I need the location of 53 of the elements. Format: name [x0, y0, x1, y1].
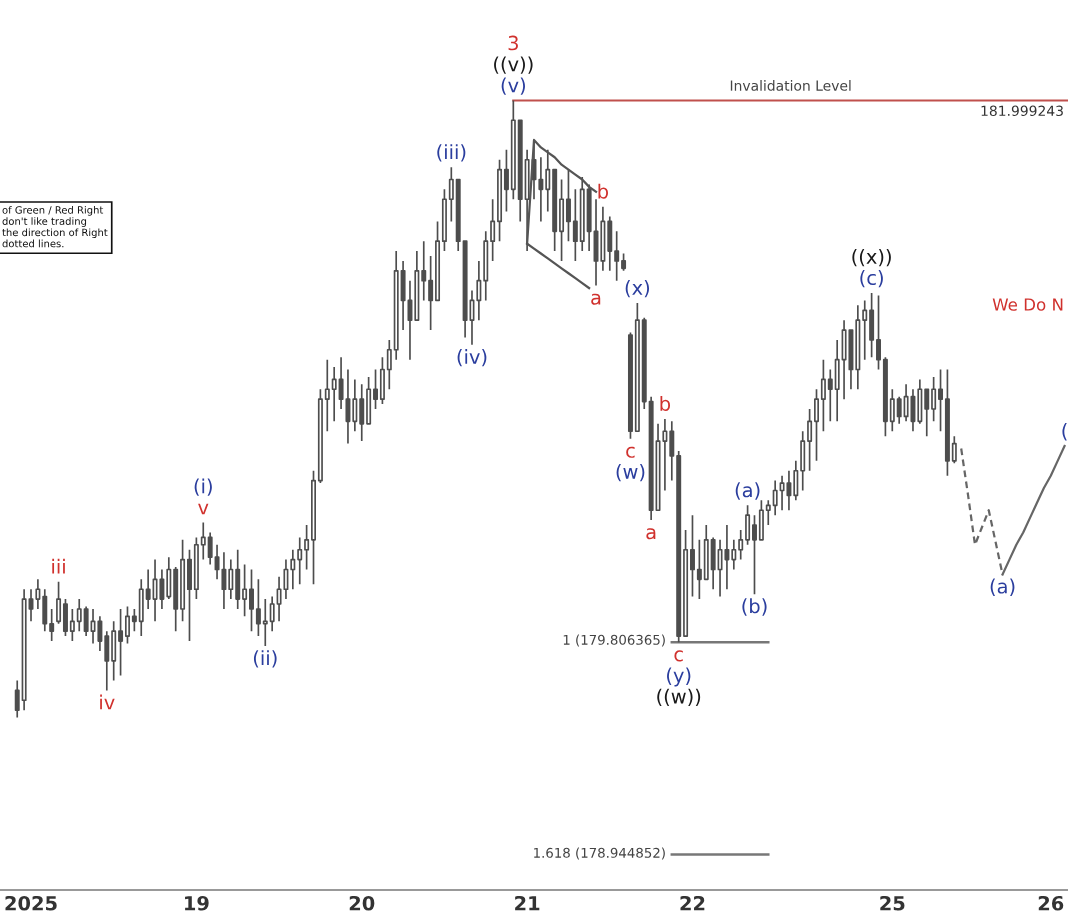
- x-tick-label: 22: [680, 895, 705, 911]
- candlestick: [903, 383, 909, 423]
- annotation: (a): [990, 578, 1015, 596]
- annotation: ((w)): [657, 688, 701, 707]
- annotation: We Do N: [992, 298, 1063, 311]
- annotation: b: [660, 395, 671, 411]
- annotation: (w): [616, 463, 645, 482]
- candlestick: [221, 551, 227, 610]
- x-tick-label: 20: [349, 895, 375, 911]
- annotation: (x): [625, 279, 650, 298]
- candlestick: [83, 605, 89, 637]
- annotation: v: [198, 503, 209, 515]
- candlestick: [76, 598, 82, 633]
- annotation: (: [1062, 423, 1067, 441]
- annotation: (v): [501, 77, 525, 95]
- annotation: c: [674, 650, 683, 662]
- annotation: ((v)): [494, 56, 533, 74]
- candlestick: [855, 304, 861, 391]
- annotation: (i): [194, 478, 212, 496]
- x-tick-label: 25: [880, 895, 905, 911]
- annotation: (y): [667, 667, 691, 687]
- candlestick: [786, 469, 792, 512]
- candlestick: [359, 383, 365, 442]
- annotation: c: [626, 446, 635, 458]
- x-tick-label: 21: [515, 895, 540, 911]
- x-tick-label: 19: [185, 895, 209, 911]
- annotation: (a): [735, 482, 760, 500]
- annotation: (iv): [457, 349, 487, 367]
- candlestick: [152, 558, 158, 623]
- candlestick: [779, 474, 785, 512]
- annotation: (b): [742, 598, 767, 616]
- annotation: iii: [52, 558, 65, 574]
- annotation: (c): [860, 270, 883, 288]
- annotation: (ii): [253, 650, 277, 668]
- candlestick: [118, 608, 124, 677]
- annotation: a: [591, 293, 601, 305]
- x-tick-label: 26: [1038, 895, 1064, 911]
- candlestick: [944, 368, 950, 477]
- annotation: iv: [100, 694, 115, 710]
- annotation: (iii): [437, 144, 466, 162]
- candlestick: [634, 302, 640, 433]
- candlestick: [249, 568, 254, 633]
- candlestick: [235, 548, 241, 610]
- x-tick-label: 2025: [5, 895, 57, 911]
- annotation: 3: [508, 35, 518, 51]
- candlestick: [724, 524, 730, 591]
- candlestick: [21, 588, 27, 711]
- annotation: b: [598, 183, 609, 199]
- candlestick: [90, 608, 96, 645]
- annotation: a: [646, 528, 656, 540]
- annotation: ((x)): [852, 248, 891, 267]
- candlestick: [538, 156, 544, 223]
- candlestick: [772, 479, 778, 517]
